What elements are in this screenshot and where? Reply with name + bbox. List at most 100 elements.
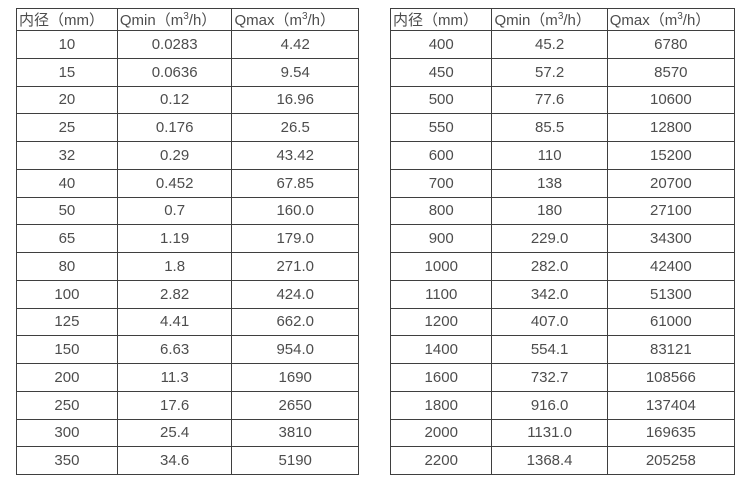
table-cell: 1131.0 (491, 418, 608, 448)
flow-table-large-diameters: 内径（mm） Qmin（m3/h） Qmax（m3/h） 400 45.2 6780… (389, 8, 736, 475)
table-row: 200 11.3 1690 (16, 363, 359, 392)
table-row: 250 17.6 2650 (16, 390, 359, 420)
table-cell: 407.0 (491, 307, 608, 337)
table-cell: 27100 (606, 196, 736, 226)
table-row: 300 25.4 3810 (16, 418, 359, 448)
table-cell: 9.54 (231, 57, 359, 87)
table-row: 1100 342.0 51300 (389, 279, 736, 309)
table-cell: 100 (16, 279, 118, 309)
table-cell: 61000 (606, 307, 736, 337)
table-cell: 0.12 (116, 85, 233, 115)
table-cell: 500 (389, 85, 493, 115)
table-cell: 600 (389, 141, 493, 170)
table-cell: 45.2 (491, 30, 608, 59)
table-row: 40 0.452 67.85 (16, 168, 359, 198)
table-cell: 20 (16, 85, 118, 115)
table-cell: 700 (389, 168, 493, 198)
table-cell: 40 (16, 168, 118, 198)
table-cell: 282.0 (491, 252, 608, 281)
table-cell: 1100 (389, 279, 493, 309)
column-header-diameter: 内径（mm） (389, 8, 493, 31)
table-cell: 450 (389, 57, 493, 87)
table-cell: 20700 (606, 168, 736, 198)
table-cell: 32 (16, 141, 118, 170)
table-cell: 51300 (606, 279, 736, 309)
table-cell: 250 (16, 390, 118, 420)
table-cell: 1600 (389, 363, 493, 392)
table-row: 800 180 27100 (389, 196, 736, 226)
table-cell: 1368.4 (491, 446, 608, 475)
table-cell: 6.63 (116, 335, 233, 364)
table-cell: 15200 (606, 141, 736, 170)
table-cell: 400 (389, 30, 493, 59)
table-row: 2200 1368.4 205258 (389, 446, 736, 475)
table-cell: 1800 (389, 390, 493, 420)
table-cell: 0.0283 (116, 30, 233, 59)
table-cell: 916.0 (491, 390, 608, 420)
table-cell: 662.0 (231, 307, 359, 337)
table-cell: 6780 (606, 30, 736, 59)
table-row: 100 2.82 424.0 (16, 279, 359, 309)
column-header-qmax: Qmax（m3/h） (606, 8, 736, 31)
table-cell: 57.2 (491, 57, 608, 87)
table-header-row: 内径（mm） Qmin（m3/h） Qmax（m3/h） (16, 8, 359, 31)
table-cell: 11.3 (116, 363, 233, 392)
table-cell: 25.4 (116, 418, 233, 448)
table-cell: 554.1 (491, 335, 608, 364)
table-cell: 15 (16, 57, 118, 87)
table-row: 2000 1131.0 169635 (389, 418, 736, 448)
table-cell: 10 (16, 30, 118, 59)
table-row: 1200 407.0 61000 (389, 307, 736, 337)
column-header-diameter: 内径（mm） (16, 8, 118, 31)
table-row: 10 0.0283 4.42 (16, 30, 359, 59)
table-cell: 2.82 (116, 279, 233, 309)
table-cell: 3810 (231, 418, 359, 448)
table-cell: 77.6 (491, 85, 608, 115)
table-cell: 83121 (606, 335, 736, 364)
table-row: 1800 916.0 137404 (389, 390, 736, 420)
table-cell: 800 (389, 196, 493, 226)
table-row: 1000 282.0 42400 (389, 252, 736, 281)
table-header-row: 内径（mm） Qmin（m3/h） Qmax（m3/h） (389, 8, 736, 31)
table-row: 550 85.5 12800 (389, 113, 736, 142)
table-cell: 25 (16, 113, 118, 142)
table-cell: 2650 (231, 390, 359, 420)
table-cell: 342.0 (491, 279, 608, 309)
table-row: 450 57.2 8570 (389, 57, 736, 87)
table-cell: 34.6 (116, 446, 233, 475)
table-row: 25 0.176 26.5 (16, 113, 359, 142)
table-cell: 2000 (389, 418, 493, 448)
table-cell: 2200 (389, 446, 493, 475)
table-row: 400 45.2 6780 (389, 30, 736, 59)
table-row: 1400 554.1 83121 (389, 335, 736, 364)
table-cell: 0.452 (116, 168, 233, 198)
table-cell: 43.42 (231, 141, 359, 170)
table-row: 700 138 20700 (389, 168, 736, 198)
column-header-qmin: Qmin（m3/h） (491, 8, 608, 31)
table-cell: 4.42 (231, 30, 359, 59)
table-cell: 34300 (606, 224, 736, 253)
table-cell: 229.0 (491, 224, 608, 253)
table-cell: 80 (16, 252, 118, 281)
table-cell: 732.7 (491, 363, 608, 392)
table-cell: 1.19 (116, 224, 233, 253)
table-row: 80 1.8 271.0 (16, 252, 359, 281)
table-cell: 150 (16, 335, 118, 364)
table-cell: 0.176 (116, 113, 233, 142)
table-cell: 125 (16, 307, 118, 337)
table-row: 15 0.0636 9.54 (16, 57, 359, 87)
table-row: 500 77.6 10600 (389, 85, 736, 115)
table-cell: 5190 (231, 446, 359, 475)
table-cell: 1.8 (116, 252, 233, 281)
table-cell: 0.7 (116, 196, 233, 226)
table-row: 32 0.29 43.42 (16, 141, 359, 170)
table-cell: 200 (16, 363, 118, 392)
table-cell: 4.41 (116, 307, 233, 337)
table-cell: 85.5 (491, 113, 608, 142)
table-cell: 50 (16, 196, 118, 226)
table-cell: 0.29 (116, 141, 233, 170)
column-header-qmax: Qmax（m3/h） (231, 8, 359, 31)
table-cell: 138 (491, 168, 608, 198)
table-row: 900 229.0 34300 (389, 224, 736, 253)
table-cell: 900 (389, 224, 493, 253)
